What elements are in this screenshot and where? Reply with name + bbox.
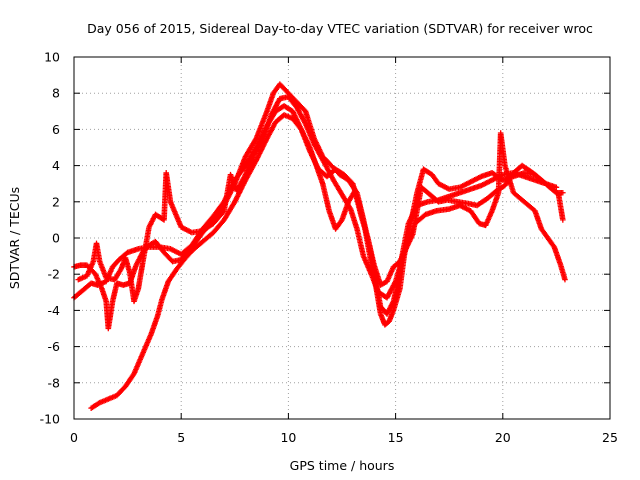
y-tick-label: 4 [52,158,60,173]
y-tick-label: 0 [52,231,60,246]
x-tick-label: 10 [280,430,296,445]
y-tick-label: 10 [44,50,60,65]
y-tick-label: 2 [52,194,60,209]
y-tick-label: -10 [40,412,60,427]
y-tick-label: -2 [48,267,60,282]
x-tick-label: 25 [602,430,618,445]
chart-title: Day 056 of 2015, Sidereal Day-to-day VTE… [87,21,593,36]
x-axis-label: GPS time / hours [290,458,395,473]
x-axis-ticks: 0 5 10 15 20 25 [70,57,618,445]
x-tick-label: 20 [495,430,511,445]
x-tick-label: 5 [177,430,185,445]
x-tick-label: 15 [388,430,404,445]
y-tick-label: 8 [52,86,60,101]
y-tick-label: -6 [48,339,61,354]
sdtvar-chart: Day 056 of 2015, Sidereal Day-to-day VTE… [0,0,640,480]
y-tick-label: -8 [48,375,61,390]
x-tick-label: 0 [70,430,78,445]
data-points [71,81,568,411]
y-axis-label: SDTVAR / TECUs [7,187,22,289]
y-tick-label: 6 [52,122,60,137]
y-axis-ticks: -10 -8 -6 -4 -2 0 2 4 6 8 10 [40,50,610,427]
y-tick-label: -4 [48,303,61,318]
grid-lines [74,57,610,419]
